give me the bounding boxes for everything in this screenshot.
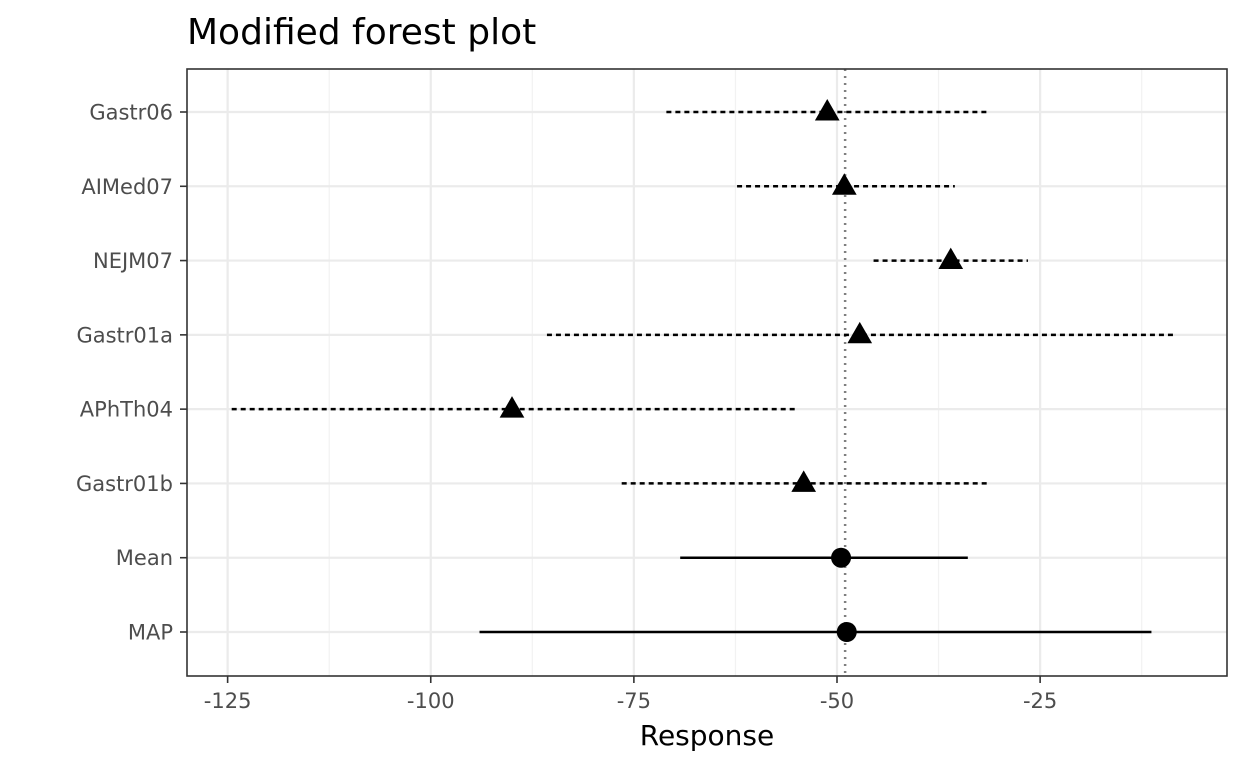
point-estimate-Gastr01b [791,470,817,492]
y-axis: Gastr06 AIMed07 NEJM07 Gastr01a APhTh04 Gastr… [76,101,187,645]
x-tick-label: -75 [617,689,651,713]
y-tick-label-Mean: Mean [116,546,173,570]
point-estimate-NEJM07 [938,247,964,270]
grid-lines [187,69,1227,676]
y-tick-label-Gastr01b: Gastr01b [76,472,173,496]
point-estimate-Gastr01a [847,321,873,344]
y-tick-label-APhTh04: APhTh04 [80,398,173,422]
point-estimate-AIMed07 [831,173,857,195]
y-tick-label-MAP: MAP [128,621,173,645]
point-estimate-MAP [836,622,857,642]
chart-title: Modified forest plot [187,12,536,53]
y-tick-label-Gastr01a: Gastr01a [76,323,173,347]
panel-border [186,68,1228,677]
x-tick-label: -125 [204,689,252,713]
panel-background [187,69,1227,676]
point-estimate-APhTh04 [499,396,525,418]
x-axis: -125 -100 -75 -50 -25 [204,676,1057,713]
y-tick-label-Gastr06: Gastr06 [89,101,173,125]
y-tick-label-NEJM07: NEJM07 [93,249,173,273]
y-tick-label-AIMed07: AIMed07 [81,175,173,199]
x-axis-title: Response [640,719,774,752]
x-tick-label: -25 [1023,689,1057,713]
x-tick-label: -50 [820,689,854,713]
series-marks [231,99,1174,642]
x-tick-label: -100 [407,689,455,713]
point-estimate-Gastr06 [814,99,840,121]
point-estimate-Mean [831,547,852,568]
